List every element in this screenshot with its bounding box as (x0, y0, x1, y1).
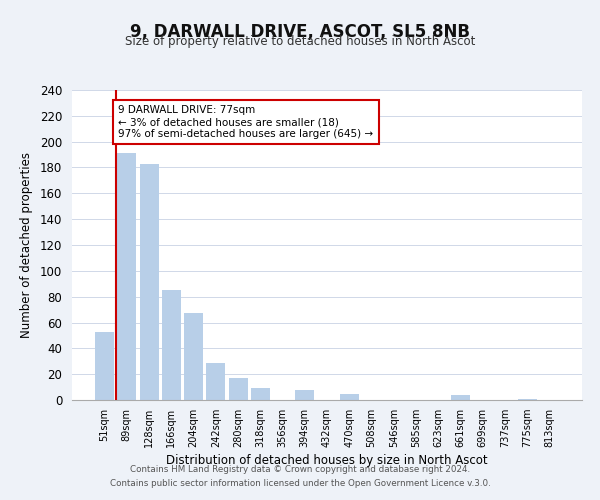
Text: 9, DARWALL DRIVE, ASCOT, SL5 8NB: 9, DARWALL DRIVE, ASCOT, SL5 8NB (130, 22, 470, 40)
Bar (162, 290, 181, 400)
Bar (295, 390, 314, 400)
Text: Size of property relative to detached houses in North Ascot: Size of property relative to detached ho… (125, 35, 475, 48)
X-axis label: Distribution of detached houses by size in North Ascot: Distribution of detached houses by size … (166, 454, 488, 467)
Bar (518, 398, 536, 400)
Bar (340, 394, 359, 400)
Text: 9 DARWALL DRIVE: 77sqm
← 3% of detached houses are smaller (18)
97% of semi-deta: 9 DARWALL DRIVE: 77sqm ← 3% of detached … (118, 106, 374, 138)
Bar (140, 164, 158, 400)
Bar (118, 154, 136, 400)
Y-axis label: Number of detached properties: Number of detached properties (20, 152, 33, 338)
Bar (184, 314, 203, 400)
Text: Contains HM Land Registry data © Crown copyright and database right 2024.
Contai: Contains HM Land Registry data © Crown c… (110, 466, 490, 487)
Bar (206, 362, 225, 400)
Bar (95, 332, 114, 400)
Bar (451, 395, 470, 400)
Bar (229, 378, 248, 400)
Bar (251, 388, 270, 400)
